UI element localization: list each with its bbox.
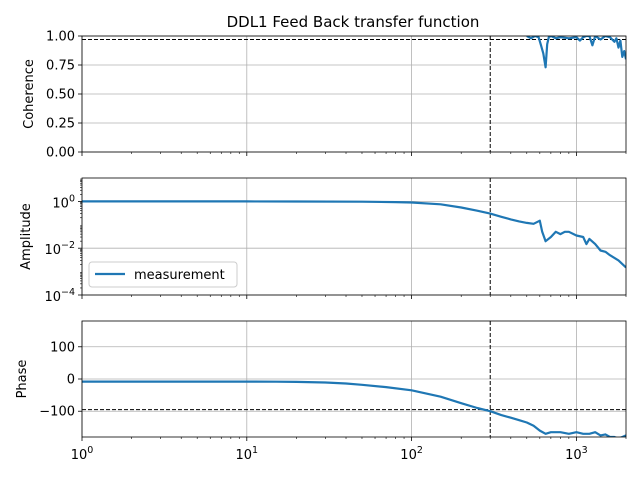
- x-tick-label: 100: [71, 445, 94, 463]
- x-tick-label: 101: [236, 445, 259, 463]
- legend-box: [88, 261, 238, 288]
- series-line-phase: [82, 380, 626, 437]
- series-line-coherence: [526, 36, 626, 69]
- panels: 0.00 0.25 0.50 0.75 1.00 Coherence 10−4 10−2 100…: [15, 30, 627, 463]
- series-line-amplitude: [82, 200, 626, 269]
- y-tick-label: 0: [67, 373, 75, 388]
- y-tick-label: 0.75: [46, 59, 75, 74]
- y-tick-label: 0.00: [46, 146, 75, 161]
- y-tick-label: 100: [50, 340, 75, 355]
- y-tick-label: 10−2: [44, 240, 75, 258]
- axes-frame: [81, 35, 627, 153]
- panel-amplitude: 10−4 10−2 100 Amplitude measurement: [19, 177, 627, 305]
- y-tick-label: −100: [39, 405, 75, 420]
- y-tick-label: 100: [52, 193, 75, 211]
- x-tick-label: 103: [565, 445, 588, 463]
- panel-phase: −100 0 100 Phase 100 101 102 103: [15, 320, 627, 463]
- y-tick-label: 1.00: [46, 30, 75, 45]
- panel-coherence: 0.00 0.25 0.50 0.75 1.00 Coherence: [22, 30, 627, 161]
- y-axis-label: Phase: [15, 360, 30, 399]
- chart-title: DDL1 Feed Back transfer function: [227, 13, 480, 31]
- y-axis-label: Amplitude: [19, 203, 34, 270]
- legend-label: measurement: [134, 268, 225, 283]
- y-axis-label: Coherence: [22, 59, 37, 129]
- legend: measurement: [88, 261, 238, 288]
- axes-frame: [81, 320, 627, 438]
- x-tick-label: 102: [400, 445, 423, 463]
- y-tick-label: 0.50: [46, 88, 75, 103]
- y-tick-label: 0.25: [46, 117, 75, 132]
- y-tick-label: 10−4: [44, 287, 75, 305]
- axes-frame: [81, 177, 627, 296]
